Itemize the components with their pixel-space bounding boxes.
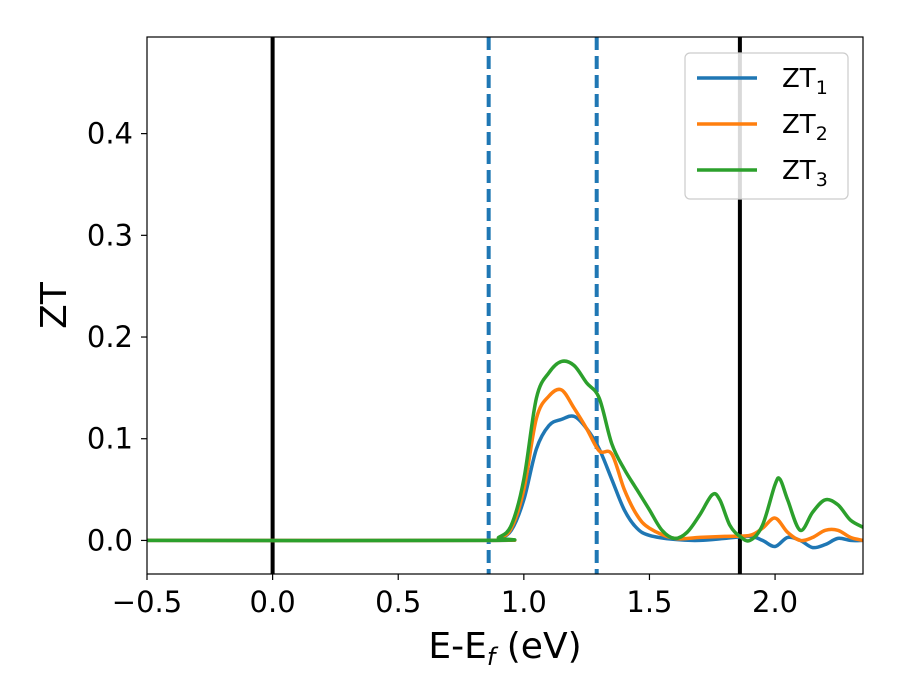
series-line-zt2	[147, 387, 863, 543]
y-tick-label: 0.1	[87, 422, 133, 456]
x-tick-label: 1.5	[626, 585, 672, 619]
legend: ZT1 ZT2 ZT3	[684, 52, 849, 200]
series-line-zt3	[147, 359, 863, 543]
y-tick-label: 0.3	[87, 218, 133, 252]
x-tick-label: −0.5	[112, 585, 182, 619]
x-tick-label: 1.0	[501, 585, 547, 619]
axis-ticks-layer: −0.5 0.0 0.5 1.0 1.5 2.0 0.0 0.1 0.2 0.3 0.4	[87, 117, 798, 619]
y-axis-label: ZT	[34, 281, 75, 329]
legend-label-zt3: ZT3	[782, 156, 828, 191]
x-tick-label: 2.0	[752, 585, 798, 619]
y-tick-label: 0.2	[87, 320, 133, 354]
plot-frame	[146, 36, 864, 575]
x-axis-label: E-Ef (eV)	[428, 626, 581, 671]
x-tick-label: 0.5	[375, 585, 421, 619]
legend-box	[684, 52, 849, 200]
y-tick-label: 0.4	[87, 117, 133, 151]
x-tick-label: 0.0	[250, 585, 296, 619]
series-line-zt1	[147, 414, 863, 550]
legend-label-zt2: ZT2	[782, 110, 828, 145]
y-tick-label: 0.0	[87, 523, 133, 557]
legend-label-zt1: ZT1	[782, 64, 828, 99]
